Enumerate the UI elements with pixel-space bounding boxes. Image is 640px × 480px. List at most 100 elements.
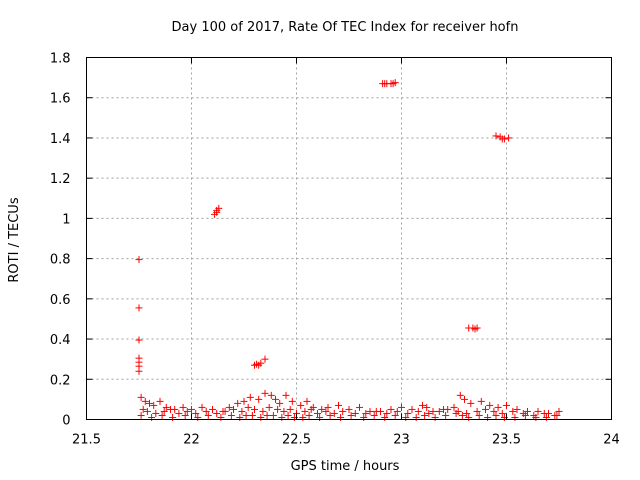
data-point [473, 407, 481, 415]
data-point [213, 208, 221, 216]
data-point [463, 409, 471, 417]
data-point [255, 361, 263, 369]
data-point [372, 407, 380, 415]
data-point [381, 80, 389, 88]
data-point [137, 411, 145, 419]
data-point [408, 405, 416, 413]
y-tick-label: 0.6 [50, 293, 71, 308]
data-point [553, 411, 561, 419]
data-point [398, 403, 405, 411]
data-point [269, 411, 277, 419]
data-point [419, 401, 426, 409]
data-point [452, 409, 460, 417]
data-point [366, 407, 374, 415]
y-tick-label: 0.4 [50, 333, 71, 348]
data-point [555, 407, 563, 415]
data-point [202, 407, 210, 415]
data-point [324, 403, 332, 411]
data-point [167, 405, 174, 413]
data-point [162, 403, 170, 411]
data-point [240, 397, 248, 405]
data-point [444, 405, 452, 413]
data-point [477, 397, 485, 405]
data-point [498, 409, 506, 417]
data-point [183, 407, 191, 415]
x-tick-label: 21.5 [72, 433, 101, 448]
y-tick-label: 1.8 [50, 52, 71, 67]
data-point [509, 407, 517, 415]
x-tick-label: 23 [393, 433, 410, 448]
y-tick-label: 0.2 [50, 373, 71, 388]
data-point [318, 405, 326, 413]
data-point [135, 367, 143, 375]
y-tick-label: 1.6 [50, 92, 71, 107]
data-point [330, 409, 338, 417]
x-tick-label: 24 [603, 433, 620, 448]
data-point [322, 407, 330, 415]
data-point [370, 411, 378, 419]
data-point [490, 407, 498, 415]
data-point [335, 401, 342, 409]
axis-ticks: 21.5 22 22.5 23 23.5 24 0 0.2 0.4 0.6 0.8 1 1.2 1.4 1.… [50, 52, 620, 448]
data-point [251, 405, 258, 413]
data-point [345, 405, 353, 413]
data-point [356, 403, 363, 411]
data-point [188, 405, 195, 413]
y-tick-label: 0 [62, 414, 70, 429]
data-point [347, 411, 355, 419]
data-point [540, 409, 548, 417]
data-point [284, 411, 292, 419]
data-point [421, 411, 429, 419]
data-point [261, 389, 269, 397]
data-point [425, 409, 433, 417]
data-point [492, 132, 500, 140]
data-point [513, 405, 521, 413]
data-point [198, 403, 206, 411]
data-point [404, 409, 412, 417]
data-point [265, 403, 273, 411]
data-point [521, 411, 529, 419]
data-point [288, 397, 296, 405]
data-point [146, 399, 153, 407]
chart-title: Day 100 of 2017, Rate Of TEC Index for r… [172, 20, 519, 35]
data-point [351, 409, 359, 417]
data-point [152, 409, 160, 417]
data-point [307, 405, 315, 413]
data-point [303, 397, 311, 405]
data-point [246, 393, 254, 401]
data-point [486, 401, 494, 409]
data-point [139, 405, 147, 413]
data-point [498, 135, 506, 143]
data-point [471, 325, 479, 333]
data-point [227, 411, 235, 419]
data-point [286, 405, 294, 413]
data-point [156, 397, 164, 405]
data-point [272, 395, 279, 403]
data-point [339, 407, 347, 415]
data-point [213, 409, 221, 417]
data-point [141, 397, 149, 405]
data-point [248, 411, 256, 419]
data-point [137, 393, 145, 401]
data-point [414, 407, 422, 415]
data-point [238, 407, 246, 415]
data-point [221, 407, 229, 415]
data-point [263, 411, 271, 419]
data-point [143, 407, 151, 415]
data-point [274, 405, 282, 413]
data-point [494, 403, 502, 411]
data-point [389, 80, 397, 88]
data-point [204, 411, 212, 419]
data-point [442, 411, 450, 419]
y-tick-label: 1 [62, 212, 70, 227]
data-point [230, 405, 237, 413]
data-point [391, 411, 399, 419]
data-point [234, 399, 242, 407]
data-point [456, 391, 464, 399]
x-tick-label: 23.5 [492, 433, 521, 448]
data-point [458, 411, 466, 419]
data-point [175, 409, 183, 417]
y-tick-label: 1.2 [50, 172, 71, 187]
plot-frame [86, 57, 612, 420]
